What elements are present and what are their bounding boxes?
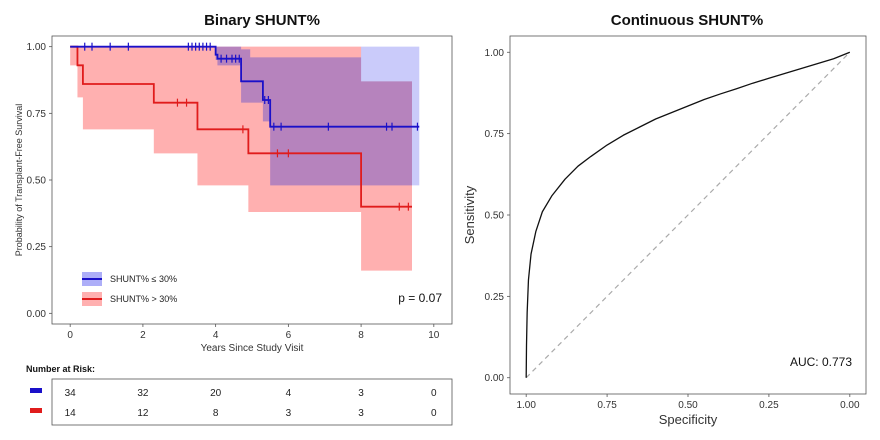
- risk-count: 14: [65, 408, 77, 419]
- risk-count: 32: [137, 388, 149, 399]
- roc-x-tick-label: 0.00: [840, 400, 860, 411]
- roc-plot-area: 0.00 0.25 0.50 0.75 1.00 1.00 0.75 0.50 0.25 0.00: [485, 48, 860, 411]
- km-y-tick-label: 1.00: [27, 42, 47, 53]
- km-panel: Binary SHUNT% 0.00 0.25 0.50 0.75 1.00 0 2 4 6 8 1…: [14, 12, 453, 426]
- risk-count: 3: [358, 388, 364, 399]
- km-ci-overlap: [70, 46, 412, 186]
- roc-x-tick-label: 0.25: [759, 400, 779, 411]
- roc-y-tick-label: 0.00: [485, 373, 505, 384]
- risk-table-border: [51, 378, 453, 426]
- roc-y-tick-label: 1.00: [485, 48, 505, 59]
- km-y-axis-label: Probability of Transplant-Free Survival: [14, 104, 24, 257]
- risk-count: 0: [431, 408, 437, 419]
- risk-count: 8: [213, 408, 219, 419]
- legend-label-low: SHUNT% ≤ 30%: [110, 274, 177, 284]
- km-x-tick-label: 8: [358, 330, 364, 341]
- km-ci-band-low: [70, 46, 420, 186]
- risk-count: 3: [286, 408, 292, 419]
- km-title: Binary SHUNT%: [204, 12, 320, 29]
- roc-title: Continuous SHUNT%: [611, 12, 763, 29]
- km-curve-high: [70, 45, 412, 208]
- roc-x-tick-label: 1.00: [516, 400, 536, 411]
- km-y-tick-label: 0.25: [27, 242, 47, 253]
- risk-key-low: [30, 388, 42, 393]
- km-x-tick-label: 10: [428, 330, 440, 341]
- risk-count: 4: [286, 388, 292, 399]
- roc-y-axis-label: Sensitivity: [462, 185, 477, 244]
- km-curve-low: [70, 45, 420, 128]
- risk-table-title: Number at Risk:: [26, 364, 95, 374]
- risk-count: 0: [431, 388, 437, 399]
- risk-table: 34 32 20 4 3 0 14 12 8 3 3 0: [65, 388, 437, 419]
- roc-reference-line: [525, 51, 851, 379]
- km-x-tick-label: 4: [213, 330, 219, 341]
- roc-curve: [525, 51, 851, 378]
- risk-count: 12: [137, 408, 149, 419]
- km-x-tick-label: 0: [67, 330, 73, 341]
- roc-x-tick-label: 0.75: [597, 400, 617, 411]
- roc-y-tick-label: 0.50: [485, 211, 505, 222]
- roc-x-axis-label: Specificity: [659, 412, 718, 427]
- km-legend: SHUNT% ≤ 30% SHUNT% > 30%: [82, 272, 177, 306]
- km-plot-area: 0.00 0.25 0.50 0.75 1.00 0 2 4 6 8 10: [27, 42, 440, 341]
- risk-count: 3: [358, 408, 364, 419]
- risk-key-high: [30, 408, 42, 413]
- roc-y-tick-label: 0.25: [485, 292, 505, 303]
- roc-x-tick-label: 0.50: [678, 400, 698, 411]
- km-y-tick-label: 0.50: [27, 176, 47, 187]
- km-x-tick-label: 6: [286, 330, 292, 341]
- roc-y-tick-label: 0.75: [485, 129, 505, 140]
- risk-count: 34: [65, 388, 77, 399]
- km-x-axis-label: Years Since Study Visit: [201, 343, 304, 354]
- risk-count: 20: [210, 388, 222, 399]
- km-y-tick-label: 0.00: [27, 309, 47, 320]
- km-x-tick-label: 2: [140, 330, 146, 341]
- roc-panel: Continuous SHUNT% 0.00 0.25 0.50 0.75 1.00 1.…: [462, 12, 867, 427]
- km-y-tick-label: 0.75: [27, 109, 47, 120]
- legend-label-high: SHUNT% > 30%: [110, 294, 177, 304]
- auc-label: AUC: 0.773: [790, 355, 852, 369]
- p-value: p = 0.07: [398, 291, 442, 305]
